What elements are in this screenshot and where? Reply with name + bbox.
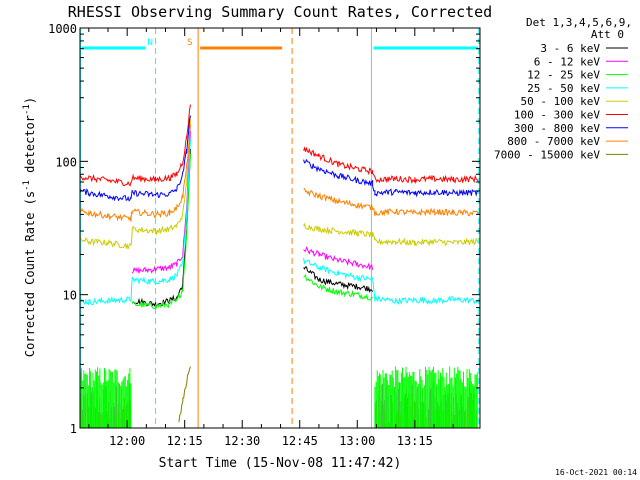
x-tick-label: 13:15 — [397, 434, 433, 448]
legend-label: 6 - 12 keV — [534, 55, 601, 68]
plot-area — [80, 28, 480, 428]
legend-header: Det 1,3,4,5,6,9, — [526, 16, 632, 29]
series-100-300-kev — [79, 104, 479, 187]
legend-label: 800 - 7000 keV — [507, 135, 600, 148]
legend-label: 7000 - 15000 keV — [494, 148, 600, 161]
noise-12-25-kev — [374, 366, 478, 428]
legend-label: 12 - 25 keV — [527, 69, 600, 82]
series-12-25-kev — [131, 153, 373, 310]
legend-label: 3 - 6 keV — [540, 42, 600, 55]
series-lines — [79, 104, 479, 428]
flag-label: N — [148, 38, 153, 48]
series-300-800-kev — [79, 115, 479, 202]
legend-label: 300 - 800 keV — [514, 122, 600, 135]
y-tick-label: 1 — [70, 422, 77, 436]
y-axis-label-part: Corrected Count Rate (s — [23, 191, 37, 357]
y-tick-label: 100 — [55, 155, 77, 169]
series-6-12-kev — [131, 130, 374, 274]
x-tick-label: 12:15 — [167, 434, 203, 448]
series-7000-15000-kev — [178, 366, 191, 423]
plot-frame — [79, 27, 481, 429]
y-tick-label: 10 — [63, 289, 77, 303]
series-800-7000-kev — [79, 124, 479, 222]
y-axis-label-part: ) — [23, 97, 37, 104]
x-axis-label: Start Time (15-Nov-08 11:47:42) — [159, 456, 402, 471]
y-axis-label: Corrected Count Rate (s-1 detector-1) — [22, 97, 37, 357]
series-50-100-kev — [79, 119, 479, 250]
legend-label: 100 - 300 keV — [514, 109, 600, 122]
x-tick-label: 13:00 — [339, 434, 375, 448]
plot-background — [80, 28, 480, 428]
y-axis-label-part: detector — [23, 115, 37, 180]
axes: 1 10 100 1000 12:00 12:15 12:30 12:45 13:00 13:15 — [48, 22, 481, 448]
legend-label: 50 - 100 keV — [521, 95, 601, 108]
series-25-50-kev — [79, 139, 479, 306]
x-tick-label: 12:45 — [282, 434, 318, 448]
flag-label: S — [187, 38, 192, 48]
legend-label: 25 - 50 keV — [527, 82, 600, 95]
chart-title: RHESSI Observing Summary Count Rates, Co… — [68, 3, 492, 21]
y-axis-label-sup: -1 — [22, 104, 32, 115]
y-tick-label: 1000 — [48, 22, 77, 36]
x-tick-label: 12:00 — [109, 434, 145, 448]
x-tick-label: 12:30 — [224, 434, 260, 448]
legend-header: Att 0 — [591, 28, 624, 41]
footer-timestamp: 16-Oct-2021 00:14 — [555, 468, 637, 477]
y-axis-label-sup: -1 — [22, 180, 32, 191]
